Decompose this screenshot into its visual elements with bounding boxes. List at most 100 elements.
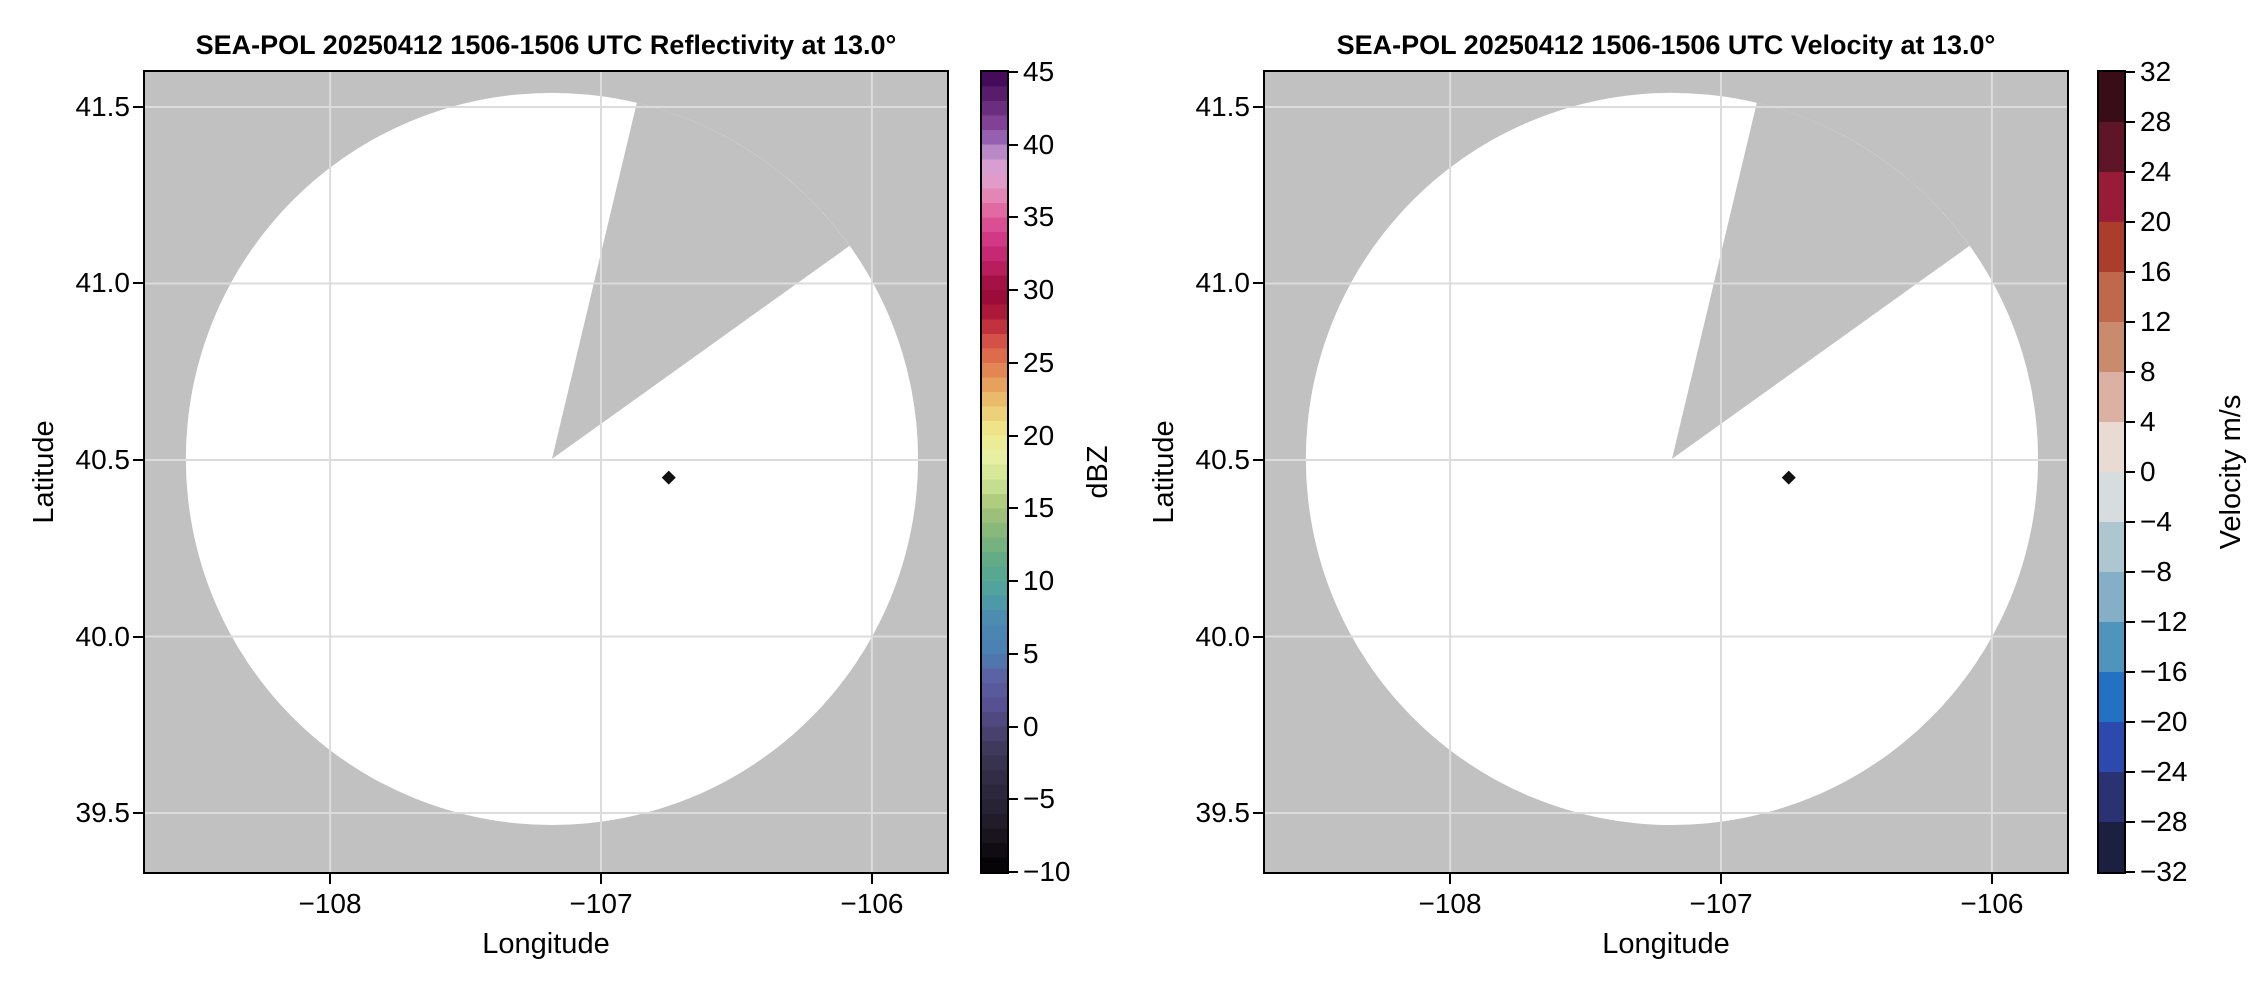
y-tick-mark [1253, 635, 1263, 638]
reflectivity-colorbar [980, 70, 1009, 874]
colorbar-tick-label: 20 [2140, 206, 2172, 237]
colorbar-tick-label: 10 [1023, 565, 1055, 597]
y-tick-label: 41.5 [75, 90, 131, 122]
y-tick-label: 41.5 [1195, 90, 1251, 122]
x-tick-label: −108 [1418, 888, 1482, 919]
colorbar-tick-mark [1009, 725, 1018, 728]
colorbar-tick-label: 16 [2140, 256, 2172, 287]
colorbar-tick-mark [2126, 71, 2135, 73]
y-tick-label: 40.5 [75, 443, 131, 475]
colorbar-tick-label: −20 [2140, 706, 2188, 737]
colorbar-tick-label: −4 [2140, 506, 2172, 537]
y-tick-mark [133, 458, 143, 461]
colorbar-tick-mark [2126, 571, 2135, 573]
colorbar-tick-mark [2126, 121, 2135, 123]
reflectivity-xlabel: Longitude [482, 928, 610, 960]
colorbar-tick-mark [1009, 289, 1018, 292]
data-point-marker [661, 470, 676, 485]
y-tick-mark [133, 282, 143, 285]
y-tick-label: 40.5 [1195, 443, 1251, 475]
y-tick-mark [1253, 812, 1263, 815]
colorbar-tick-mark [2126, 371, 2135, 373]
colorbar-tick-mark [1009, 871, 1018, 873]
colorbar-tick-label: 30 [1023, 274, 1055, 306]
colorbar-tick-label: −28 [2140, 806, 2188, 837]
colorbar-tick-mark [1009, 434, 1018, 437]
colorbar-tick-label: 20 [1023, 419, 1055, 451]
colorbar-tick-label: 5 [1023, 637, 1039, 669]
colorbar-tick-label: −5 [1023, 783, 1055, 815]
colorbar-tick-mark [2126, 221, 2135, 223]
missing-sector-wedge [552, 102, 850, 459]
y-tick-mark [1253, 105, 1263, 108]
colorbar-tick-mark [2126, 521, 2135, 523]
colorbar-tick-label: −24 [2140, 756, 2188, 787]
colorbar-tick-mark [2126, 821, 2135, 823]
reflectivity-title: SEA-POL 20250412 1506-1506 UTC Reflectiv… [195, 30, 897, 60]
colorbar-tick-mark [2126, 671, 2135, 673]
data-point-marker [1781, 470, 1796, 485]
velocity-title: SEA-POL 20250412 1506-1506 UTC Velocity … [1336, 30, 1996, 60]
colorbar-tick-mark [1009, 143, 1018, 146]
x-tick-mark [600, 874, 602, 884]
x-tick-mark [1990, 874, 1993, 884]
colorbar-tick-label: 32 [2140, 56, 2172, 87]
colorbar-tick-mark [1009, 652, 1018, 655]
colorbar-tick-label: 24 [2140, 156, 2172, 187]
colorbar-tick-mark [1009, 507, 1018, 510]
x-tick-label: −106 [840, 888, 904, 919]
colorbar-tick-label: 8 [2140, 356, 2156, 387]
x-tick-label: −107 [569, 888, 633, 919]
y-tick-mark [1253, 282, 1263, 285]
y-tick-mark [133, 812, 143, 815]
x-tick-label: −107 [1689, 888, 1753, 919]
colorbar-tick-label: 15 [1023, 492, 1055, 524]
x-tick-mark [1449, 874, 1452, 884]
colorbar-tick-label: 25 [1023, 346, 1055, 378]
y-tick-label: 41.0 [1195, 267, 1251, 299]
colorbar-tick-label: −16 [2140, 656, 2188, 687]
colorbar-tick-label: 40 [1023, 128, 1055, 160]
colorbar-tick-label: −12 [2140, 606, 2188, 637]
colorbar-tick-mark [1009, 798, 1018, 801]
y-tick-label: 40.0 [75, 620, 131, 652]
colorbar-tick-label: −8 [2140, 556, 2172, 587]
colorbar-tick-mark [2126, 871, 2135, 873]
missing-sector-wedge [1672, 102, 1970, 459]
colorbar-tick-label: 45 [1023, 56, 1055, 87]
velocity-colorbar [2097, 70, 2126, 874]
y-tick-label: 41.0 [75, 267, 131, 299]
velocity-xlabel: Longitude [1602, 928, 1730, 960]
velocity-scan-svg [1265, 72, 2067, 872]
colorbar-tick-mark [2126, 171, 2135, 173]
colorbar-tick-label: −10 [1023, 856, 1071, 887]
colorbar-tick-mark [2126, 271, 2135, 273]
colorbar-tick-label: 4 [2140, 406, 2156, 437]
colorbar-tick-label: 35 [1023, 201, 1055, 233]
colorbar-tick-mark [2126, 771, 2135, 773]
colorbar-tick-label: 12 [2140, 306, 2172, 337]
colorbar-tick-label: −32 [2140, 856, 2188, 887]
y-tick-label: 39.5 [1195, 797, 1251, 829]
y-tick-mark [133, 635, 143, 638]
colorbar-tick-mark [2126, 321, 2135, 323]
y-tick-mark [133, 105, 143, 108]
x-tick-label: −108 [298, 888, 362, 919]
colorbar-tick-mark [1009, 361, 1018, 364]
x-tick-mark [1720, 874, 1722, 884]
colorbar-tick-mark [1009, 216, 1018, 219]
colorbar-tick-label: 28 [2140, 106, 2172, 137]
colorbar-tick-label: 0 [2140, 456, 2156, 487]
y-tick-label: 39.5 [75, 797, 131, 829]
reflectivity-plot-area [143, 70, 949, 874]
colorbar-tick-label: 0 [1023, 710, 1039, 742]
y-tick-mark [1253, 458, 1263, 461]
y-tick-label: 40.0 [1195, 620, 1251, 652]
colorbar-tick-mark [1009, 71, 1018, 73]
colorbar-tick-mark [2126, 421, 2135, 423]
colorbar-tick-mark [2126, 471, 2135, 473]
x-tick-mark [329, 874, 332, 884]
reflectivity-scan-svg [145, 72, 947, 872]
velocity-plot-area [1263, 70, 2069, 874]
